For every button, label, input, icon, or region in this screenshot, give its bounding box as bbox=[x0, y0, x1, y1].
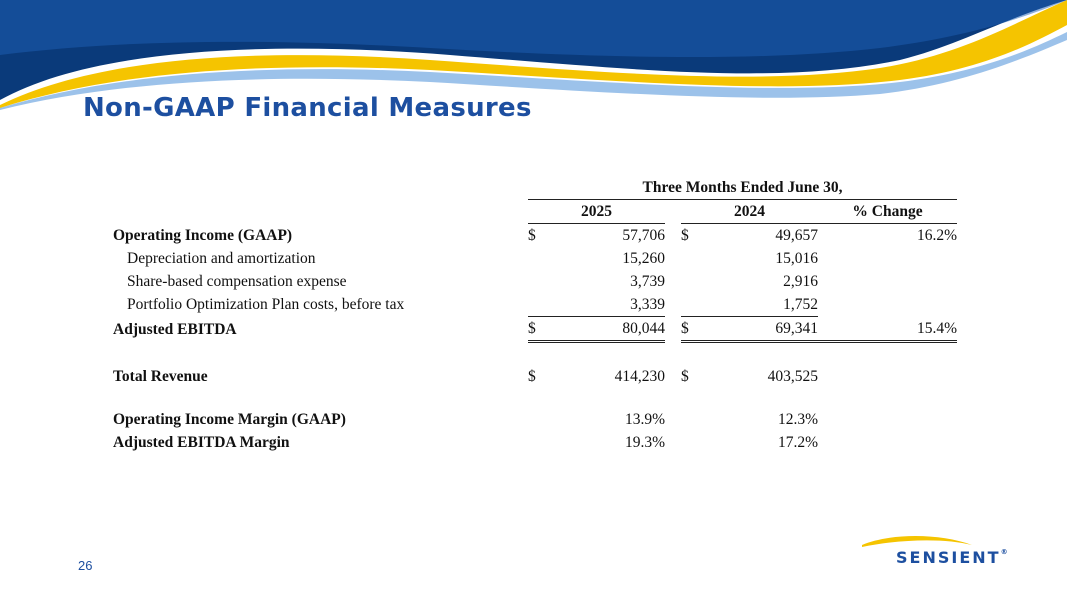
column-header-2025: 2025 bbox=[528, 199, 665, 224]
sensient-logo-swoosh-icon bbox=[862, 536, 972, 547]
row-label: Total Revenue bbox=[113, 368, 208, 385]
value-2025: 3,739 bbox=[630, 273, 665, 290]
table-row: Depreciation and amortization 15,260 15,… bbox=[113, 247, 957, 270]
row-label: Adjusted EBITDA bbox=[113, 320, 237, 338]
table-row: Operating Income Margin (GAAP) 13.9% 12.… bbox=[113, 408, 957, 431]
currency-symbol: $ bbox=[681, 316, 721, 343]
table-row: Total Revenue $ 414,230 $ 403,525 bbox=[113, 365, 957, 388]
currency-symbol: $ bbox=[528, 227, 536, 244]
currency-symbol: $ bbox=[528, 368, 536, 385]
table-row: Adjusted EBITDA $ 80,044 $ 69,341 15.4% bbox=[113, 316, 957, 343]
value-2024: 69,341 bbox=[721, 316, 818, 343]
table-header-columns: 2025 2024 % Change bbox=[113, 199, 957, 224]
header-banner bbox=[0, 0, 1067, 110]
table-header-period: Three Months Ended June 30, bbox=[113, 176, 957, 200]
value-2024: 17.2% bbox=[777, 434, 818, 451]
value-2025: 57,706 bbox=[622, 227, 665, 244]
currency-symbol: $ bbox=[681, 227, 689, 244]
value-2025: 3,339 bbox=[630, 296, 665, 313]
value-change: 16.2% bbox=[916, 227, 957, 244]
value-2024: 12.3% bbox=[777, 411, 818, 428]
value-2024: 1,752 bbox=[783, 296, 818, 313]
row-label: Portfolio Optimization Plan costs, befor… bbox=[127, 296, 405, 314]
table-row: Operating Income (GAAP) $ 57,706 $ 49,65… bbox=[113, 224, 957, 248]
logo-text: SENSIENT bbox=[896, 548, 1001, 567]
column-header-2024: 2024 bbox=[681, 199, 818, 224]
period-header: Three Months Ended June 30, bbox=[528, 176, 957, 200]
page-title: Non-GAAP Financial Measures bbox=[83, 93, 532, 123]
value-2025: 414,230 bbox=[614, 368, 665, 385]
table-row: Portfolio Optimization Plan costs, befor… bbox=[113, 293, 957, 317]
value-2025: 19.3% bbox=[624, 434, 665, 451]
non-gaap-table: Three Months Ended June 30, 2025 2024 % … bbox=[113, 176, 957, 454]
value-2024: 15,016 bbox=[775, 250, 818, 267]
row-label: Depreciation and amortization bbox=[127, 250, 316, 267]
currency-symbol: $ bbox=[528, 316, 568, 343]
page-number: 26 bbox=[78, 558, 93, 573]
table-row: Share-based compensation expense 3,739 2… bbox=[113, 270, 957, 293]
sensient-logo: SENSIENT® bbox=[896, 548, 1008, 567]
row-label: Share-based compensation expense bbox=[127, 273, 347, 290]
column-header-change: % Change bbox=[818, 199, 957, 224]
value-2024: 49,657 bbox=[775, 227, 818, 244]
row-label: Operating Income (GAAP) bbox=[113, 226, 293, 244]
row-label: Operating Income Margin (GAAP) bbox=[113, 411, 346, 428]
table-row: Adjusted EBITDA Margin 19.3% 17.2% bbox=[113, 431, 957, 454]
currency-symbol: $ bbox=[681, 368, 689, 385]
registered-mark: ® bbox=[1000, 548, 1008, 556]
value-2025: 15,260 bbox=[622, 250, 665, 267]
value-2025: 80,044 bbox=[568, 316, 665, 343]
value-2024: 403,525 bbox=[767, 368, 818, 385]
value-2025: 13.9% bbox=[624, 411, 665, 428]
value-change: 15.4% bbox=[818, 316, 957, 343]
row-label: Adjusted EBITDA Margin bbox=[113, 434, 290, 451]
value-2024: 2,916 bbox=[783, 273, 818, 290]
